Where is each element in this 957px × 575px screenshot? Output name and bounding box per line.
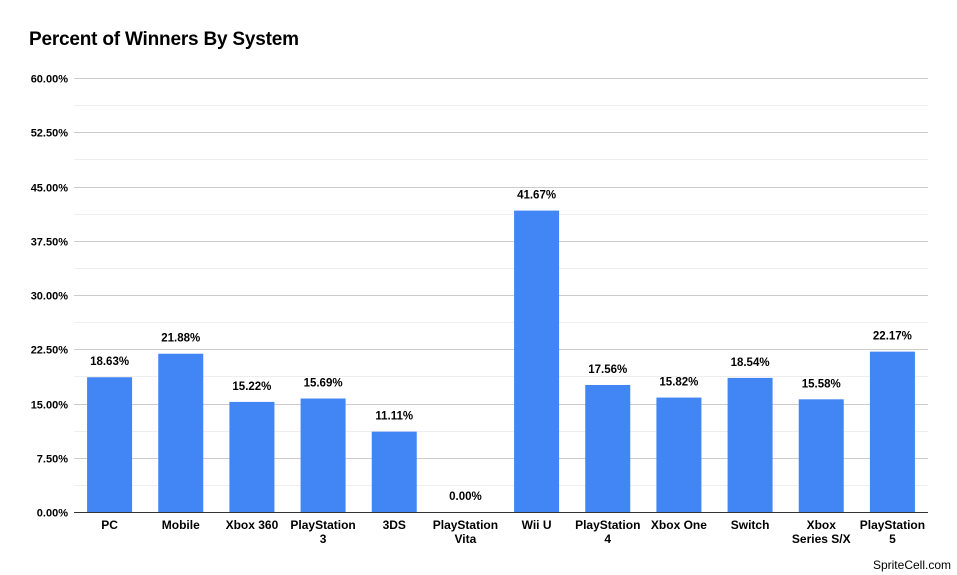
x-tick-label: Xbox One (651, 518, 707, 532)
x-tick-label: PC (101, 518, 118, 532)
data-label: 15.58% (802, 378, 841, 390)
data-label: 0.00% (449, 491, 482, 503)
gridlines (74, 78, 928, 513)
bar (585, 384, 631, 512)
y-axis-ticks: 0.00% 7.50% 15.00% 22.50% 30.00% 37.50% 45.00%… (31, 74, 69, 520)
y-tick-label: 22.50% (31, 345, 69, 357)
y-tick-label: 15.00% (31, 400, 69, 412)
bar (87, 377, 133, 512)
y-tick-label: 7.50% (37, 454, 68, 466)
x-tick-label: 3DS (383, 518, 406, 532)
bar (158, 353, 204, 512)
y-tick-label: 0.00% (37, 508, 68, 520)
x-tick-label: Xbox 360 (226, 518, 279, 532)
bar (727, 377, 773, 512)
y-tick-label: 60.00% (31, 74, 69, 86)
x-tick-label: PlayStation 3 (290, 518, 355, 546)
x-tick-label: Xbox Series S/X (792, 518, 851, 546)
chart-title: Percent of Winners By System (29, 29, 299, 50)
y-tick-label: 37.50% (31, 237, 69, 249)
data-label: 18.63% (90, 356, 129, 368)
bars (87, 210, 915, 512)
data-label: 17.56% (588, 364, 627, 376)
y-tick-label: 45.00% (31, 183, 69, 195)
x-tick-label: PlayStation 4 (575, 518, 640, 546)
x-axis-ticks: PC Mobile Xbox 360 PlayStation 3 3DS PlayStati… (101, 518, 925, 546)
watermark: SpriteCell.com (872, 558, 951, 572)
data-label: 15.69% (304, 378, 343, 390)
data-label: 21.88% (161, 333, 200, 345)
bar (656, 397, 702, 512)
data-label: 18.54% (731, 357, 770, 369)
y-tick-label: 30.00% (31, 291, 69, 303)
x-tick-label: PlayStation 5 (860, 518, 925, 546)
bar (229, 401, 275, 512)
bar (371, 431, 417, 512)
x-tick-label: Mobile (162, 518, 200, 532)
data-label: 22.17% (873, 331, 912, 343)
data-label: 15.82% (659, 377, 698, 389)
data-labels: 18.63% 21.88% 15.22% 15.69% 11.11% 0.00% 41.67… (90, 190, 912, 503)
bar (514, 210, 560, 512)
bar (869, 351, 915, 512)
bar (798, 399, 844, 512)
data-label: 15.22% (232, 381, 271, 393)
x-tick-label: Switch (731, 518, 770, 532)
x-tick-label: Wii U (522, 518, 552, 532)
bar (300, 398, 346, 512)
x-tick-label: PlayStation Vita (433, 518, 498, 546)
y-tick-label: 52.50% (31, 128, 69, 140)
data-label: 11.11% (375, 411, 413, 423)
data-label: 41.67% (517, 190, 556, 202)
